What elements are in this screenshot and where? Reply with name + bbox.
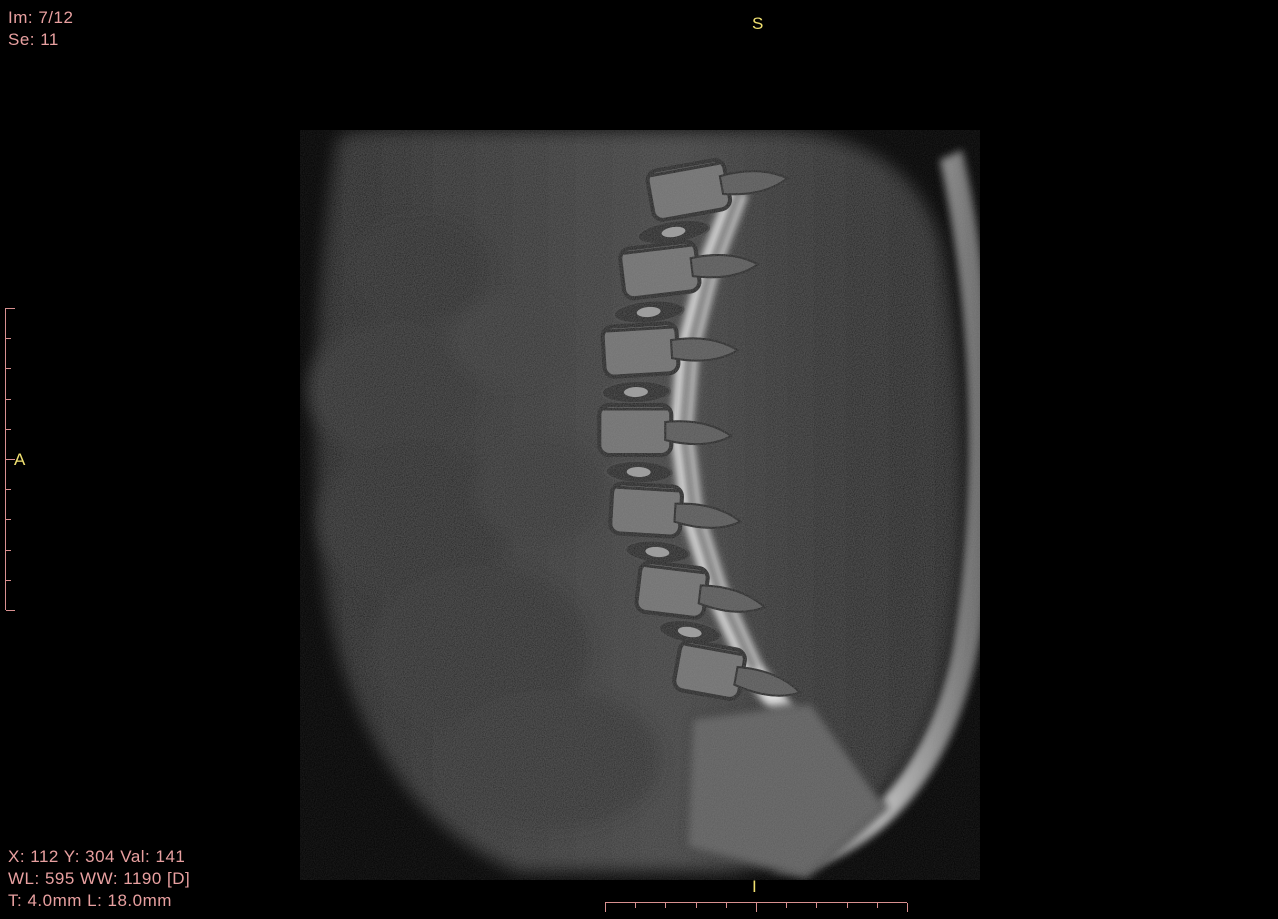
thickness-label: T: 4.0mm L: 18.0mm xyxy=(8,891,172,911)
scale-ruler-left xyxy=(5,308,15,610)
series-label: Se: 11 xyxy=(8,30,59,50)
orientation-superior: S xyxy=(752,14,763,34)
orientation-inferior: I xyxy=(752,877,757,897)
image-index-label: Im: 7/12 xyxy=(8,8,73,28)
cursor-value-label: X: 112 Y: 304 Val: 141 xyxy=(8,847,185,867)
window-level-label: WL: 595 WW: 1190 [D] xyxy=(8,869,190,889)
mri-image xyxy=(300,130,980,880)
orientation-anterior: A xyxy=(14,450,25,470)
scan-viewport[interactable] xyxy=(300,130,980,880)
scale-ruler-bottom xyxy=(605,902,907,912)
